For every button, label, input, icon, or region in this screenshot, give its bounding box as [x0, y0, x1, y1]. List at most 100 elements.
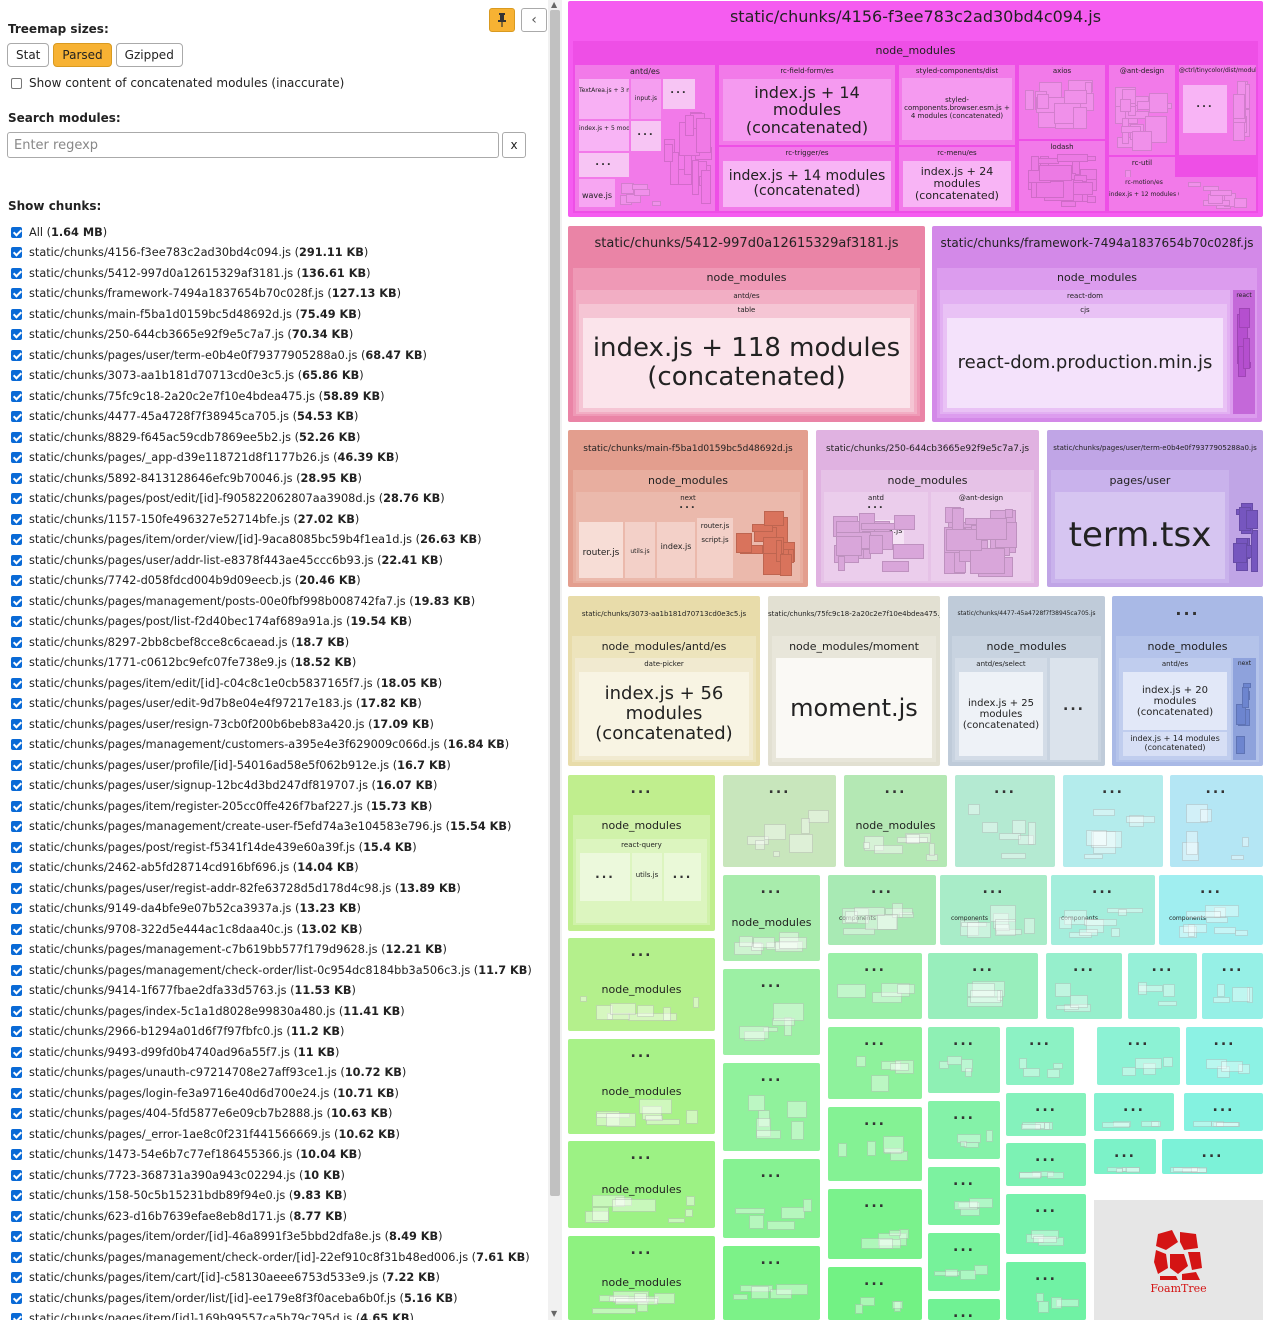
small-module-node[interactable] [773, 850, 781, 858]
chunk-small[interactable]: ... [1094, 1093, 1174, 1131]
cjs-group[interactable]: cjs react-dom.production.min.js [943, 304, 1227, 412]
chunk-checkbox[interactable] [11, 985, 22, 997]
small-module-node[interactable] [1125, 110, 1150, 120]
chunk-small[interactable]: ... [928, 1101, 1000, 1159]
concat-checkbox[interactable] [11, 77, 22, 89]
small-module-node[interactable] [1046, 1171, 1064, 1180]
node-modules-group[interactable]: node_modules antd/es table index.js + 118 m… [573, 268, 920, 416]
small-module-node[interactable] [871, 1075, 890, 1093]
small-module-node[interactable] [1001, 852, 1027, 859]
chunk-checkbox[interactable] [11, 821, 22, 833]
small-module-node[interactable] [739, 1025, 770, 1040]
chunk-checkbox[interactable] [11, 1087, 22, 1099]
small-module-node[interactable] [695, 118, 712, 154]
small-module-node[interactable] [779, 931, 800, 943]
chunk-small[interactable]: ... [1006, 1194, 1086, 1254]
small-module-node[interactable] [899, 911, 914, 918]
term-module[interactable]: term.tsx [1055, 492, 1225, 579]
index-module[interactable]: index.js + 24 modules (concatenated) [903, 161, 1011, 207]
small-module-node[interactable] [965, 1067, 972, 1077]
chunk-item[interactable]: static/chunks/pages/management/customers… [11, 735, 546, 756]
chunk-checkbox[interactable] [11, 1128, 22, 1140]
small-module-node[interactable] [1132, 131, 1153, 151]
antd-es-group[interactable]: antd/es table index.js + 118 modules (conc… [576, 290, 917, 414]
small-module-node[interactable] [1210, 189, 1233, 196]
small-module-node[interactable] [783, 1016, 792, 1036]
small-module-node[interactable] [668, 1217, 685, 1223]
small-module-node[interactable] [1246, 987, 1254, 1003]
chunk-item[interactable]: static/chunks/pages/item/order/view/[id]… [11, 530, 546, 551]
small-module-node[interactable] [1137, 985, 1163, 992]
chunk-checkbox[interactable] [11, 534, 22, 546]
collapse-sidebar-button[interactable]: ‹ [521, 8, 547, 32]
chunk-term[interactable]: static/chunks/pages/user/term-e0b4e0f793… [1047, 430, 1263, 587]
chunk-small[interactable]: ... [828, 1027, 922, 1099]
small-module-node[interactable] [1056, 1004, 1079, 1010]
small-module-node[interactable] [1235, 736, 1246, 755]
small-module-node[interactable] [801, 818, 811, 835]
chunk-item[interactable]: static/chunks/2462-ab5fd28714cd916bf696.… [11, 858, 546, 879]
small-module-node[interactable] [975, 518, 1007, 541]
chunk-checkbox[interactable] [11, 329, 22, 341]
router-js-module[interactable]: router.js script.js [697, 518, 733, 578]
small-module-node[interactable] [1054, 983, 1071, 998]
small-module-node[interactable] [1084, 853, 1104, 860]
chunk-small[interactable]: ... [1184, 1093, 1263, 1131]
small-module-node[interactable] [1232, 986, 1251, 1002]
chunk-small[interactable]: ... [1170, 775, 1263, 867]
small-module-node[interactable] [1151, 1121, 1162, 1127]
small-module-node[interactable] [967, 921, 991, 938]
chunk-checkbox[interactable] [11, 288, 22, 300]
small-module-node[interactable] [1242, 337, 1251, 369]
chunk-checkbox[interactable] [11, 698, 22, 710]
chunk-item[interactable]: static/chunks/7742-d058fdcd004b9d09eecb.… [11, 571, 546, 592]
chunk-item[interactable]: static/chunks/pages/item/register-205cc0… [11, 796, 546, 817]
small-module-node[interactable] [592, 1195, 625, 1208]
small-module-node[interactable] [854, 1304, 863, 1314]
chunk-small[interactable]: ... node_modules [844, 775, 947, 867]
scroll-up-arrow-icon[interactable]: ▲ [551, 0, 558, 9]
size-gzipped-button[interactable]: Gzipped [115, 43, 183, 67]
chunk-checkbox[interactable] [11, 493, 22, 505]
chunk-checkbox[interactable] [11, 944, 22, 956]
small-module-node[interactable] [1017, 834, 1035, 845]
small-module-node[interactable] [880, 1060, 901, 1070]
small-module-node[interactable] [1055, 1299, 1080, 1307]
small-module-node[interactable] [607, 1013, 630, 1020]
index-module[interactable]: index.js + 14 modules (concatenated) [723, 79, 891, 141]
small-module-node[interactable] [646, 1118, 680, 1126]
chunk-checkbox[interactable] [11, 862, 22, 874]
small-module-node[interactable] [775, 1283, 808, 1296]
chunk-checkbox[interactable] [11, 780, 22, 792]
collapsed-module[interactable]: ... [631, 121, 661, 151]
chunk-small[interactable]: ... node_modules [723, 875, 820, 961]
small-module-node[interactable] [772, 1002, 804, 1022]
chunk-checkbox[interactable] [11, 267, 22, 279]
chunk-item[interactable]: static/chunks/pages/user/regist-addr-82f… [11, 878, 546, 899]
small-module-node[interactable] [1237, 1064, 1251, 1074]
small-module-node[interactable] [1032, 1171, 1055, 1177]
small-module-node[interactable] [860, 1238, 894, 1250]
small-module-node[interactable] [967, 982, 996, 998]
chunk-checkbox[interactable] [11, 513, 22, 525]
small-module-node[interactable] [734, 1207, 765, 1215]
small-module-node[interactable] [645, 1115, 664, 1122]
chunk-250[interactable]: static/chunks/250-644cb3665e92f9e5c7a7.j… [816, 430, 1039, 587]
small-module-node[interactable] [790, 1121, 804, 1140]
chunk-small[interactable]: ... node_modules react-query... utils.js... [568, 775, 715, 931]
small-module-node[interactable] [763, 511, 785, 526]
chunk-checkbox[interactable] [11, 718, 22, 730]
chunk-checkbox[interactable] [11, 411, 22, 423]
index-module[interactable]: index.js + 5 modules (concatenated) [579, 121, 629, 151]
small-module-node[interactable] [1234, 197, 1247, 208]
small-module-node[interactable] [579, 996, 588, 1002]
chunk-item[interactable]: static/chunks/623-d16b7639efae8eb8d171.j… [11, 1206, 546, 1227]
small-module-node[interactable] [633, 189, 650, 196]
ant-design-group[interactable]: @ant-design [931, 492, 1031, 581]
chunk-5412[interactable]: static/chunks/5412-997d0a12615329af3181.… [568, 226, 925, 422]
chunk-item[interactable]: static/chunks/framework-7494a1837654b70c… [11, 284, 546, 305]
small-module-node[interactable] [1217, 983, 1225, 998]
chunk-item[interactable]: static/chunks/7723-368731a390a943c02294.… [11, 1165, 546, 1186]
small-module-node[interactable] [882, 1135, 904, 1154]
collapsed-module[interactable]: ... [664, 853, 701, 901]
